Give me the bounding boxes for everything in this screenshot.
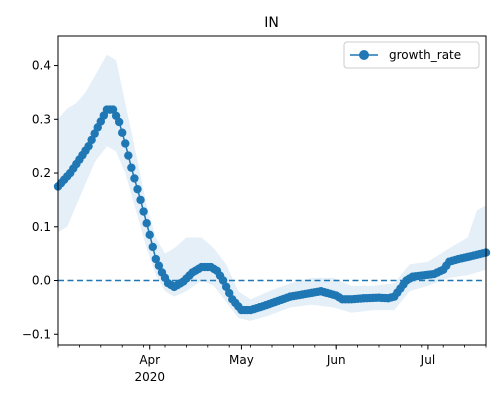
y-axis-ticks: −0.1 0.0 0.1 0.2 0.3 0.4 xyxy=(22,59,58,341)
x-tick-label: May xyxy=(229,353,254,367)
confidence-band-layer xyxy=(58,54,486,321)
y-tick-label: 0.3 xyxy=(32,112,51,126)
chart-title: IN xyxy=(264,15,279,31)
data-point xyxy=(130,174,139,183)
data-point xyxy=(90,129,99,138)
y-tick-label: 0.4 xyxy=(32,59,51,73)
data-point xyxy=(151,254,161,264)
data-point xyxy=(218,276,228,285)
legend-label: growth_rate xyxy=(389,48,461,62)
legend-marker-swatch xyxy=(359,50,369,60)
data-point xyxy=(118,128,127,137)
x-tick-label: Apr xyxy=(139,353,160,367)
data-point xyxy=(124,151,133,160)
confidence-band xyxy=(58,54,486,321)
y-tick-label: −0.1 xyxy=(22,327,51,341)
x-tick-label: Jul xyxy=(420,353,435,367)
data-point xyxy=(225,288,234,298)
data-point xyxy=(87,135,96,145)
data-point xyxy=(221,282,231,291)
y-tick-label: 0.2 xyxy=(32,166,51,180)
legend: growth_rate xyxy=(343,41,480,69)
x-tick-label: Jun xyxy=(326,353,346,367)
data-point xyxy=(136,195,145,205)
data-point xyxy=(139,207,148,216)
data-point xyxy=(121,139,130,148)
data-point xyxy=(127,163,136,172)
data-point xyxy=(145,230,154,240)
data-point xyxy=(114,117,124,127)
x-axis-ticks: Apr 2020 May Jun Jul xyxy=(57,345,487,384)
legend-box xyxy=(343,41,480,69)
data-point xyxy=(142,218,151,228)
data-point xyxy=(84,141,93,151)
data-point xyxy=(133,184,142,194)
y-tick-label: 0.0 xyxy=(32,274,51,288)
x-tick-sublabel: 2020 xyxy=(134,370,165,384)
y-tick-label: 0.1 xyxy=(32,220,51,234)
data-point xyxy=(148,242,157,252)
data-point xyxy=(154,261,164,270)
series-points-layer xyxy=(53,105,491,315)
